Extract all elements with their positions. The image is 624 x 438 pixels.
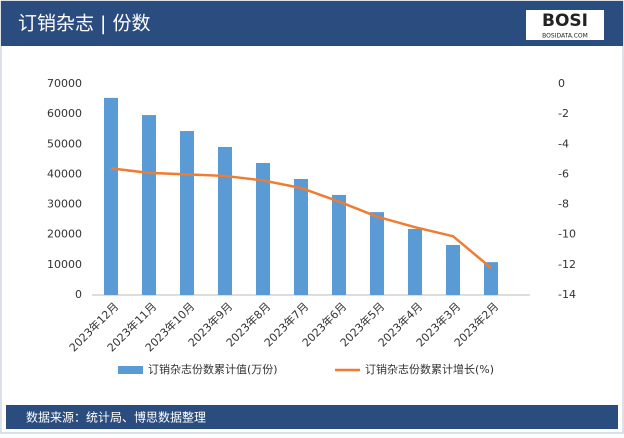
bar [294,178,308,295]
y-tick-label: 40000 [47,167,82,180]
y-tick-label: 0 [75,288,82,301]
y2-tick-label: -10 [558,228,576,241]
header-bar [1,1,623,46]
y-tick-label: 50000 [47,137,82,150]
header-title: 订销杂志 | 份数 [18,13,150,35]
line [110,167,492,269]
bar [104,97,118,295]
legend-swatch [118,366,143,374]
y2-tick-label: -6 [558,167,569,180]
y2-tick-label: -8 [558,198,569,211]
logo-box [526,10,604,40]
bar [370,212,384,295]
bar [484,262,498,295]
footer-source: 数据来源：统计局、博思数据整理 [26,410,206,425]
bar [180,131,194,295]
footer-bar [6,405,618,429]
y2-tick-label: 0 [558,77,565,90]
bar [408,228,422,295]
legend-label: 订销杂志份数累计值(万份) [148,362,278,376]
y2-tick-label: -4 [558,137,569,150]
y-tick-label: 70000 [47,77,82,90]
bar [218,146,232,295]
y-tick-label: 30000 [47,198,82,211]
logo: BOSI [542,11,588,31]
y2-tick-label: -12 [558,258,576,271]
bar [256,162,270,295]
y-tick-label: 60000 [47,107,82,120]
bar [446,244,460,295]
legend-label: 订销杂志份数累计增长(%) [365,362,494,376]
y-tick-label: 10000 [47,258,82,271]
y-tick-label: 20000 [47,228,82,241]
y2-tick-label: -2 [558,107,569,120]
y2-tick-label: -14 [558,288,576,301]
bar [142,115,156,295]
logo-sub: BOSIDATA.COM [542,33,588,40]
bar [332,194,346,295]
